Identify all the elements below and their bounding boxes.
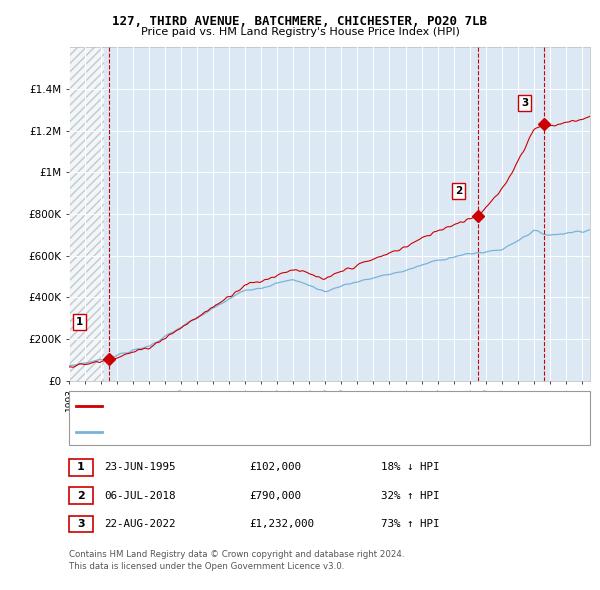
Text: 23-JUN-1995: 23-JUN-1995 [104, 463, 175, 472]
Text: 3: 3 [77, 519, 85, 529]
Text: 127, THIRD AVENUE, BATCHMERE, CHICHESTER, PO20 7LB (detached house): 127, THIRD AVENUE, BATCHMERE, CHICHESTER… [106, 401, 488, 411]
Text: 06-JUL-2018: 06-JUL-2018 [104, 491, 175, 500]
Text: 22-AUG-2022: 22-AUG-2022 [104, 519, 175, 529]
Text: 3: 3 [521, 98, 529, 108]
Text: 127, THIRD AVENUE, BATCHMERE, CHICHESTER, PO20 7LB: 127, THIRD AVENUE, BATCHMERE, CHICHESTER… [113, 15, 487, 28]
Text: 32% ↑ HPI: 32% ↑ HPI [381, 491, 439, 500]
Text: £1,232,000: £1,232,000 [249, 519, 314, 529]
Text: This data is licensed under the Open Government Licence v3.0.: This data is licensed under the Open Gov… [69, 562, 344, 571]
Text: £102,000: £102,000 [249, 463, 301, 472]
Text: 1: 1 [77, 463, 85, 472]
Polygon shape [69, 47, 104, 381]
Text: 2: 2 [77, 491, 85, 500]
Text: Price paid vs. HM Land Registry's House Price Index (HPI): Price paid vs. HM Land Registry's House … [140, 27, 460, 37]
Text: 18% ↓ HPI: 18% ↓ HPI [381, 463, 439, 472]
Text: HPI: Average price, detached house, Chichester: HPI: Average price, detached house, Chic… [106, 427, 344, 437]
Text: £790,000: £790,000 [249, 491, 301, 500]
Text: 2: 2 [455, 186, 462, 196]
Text: Contains HM Land Registry data © Crown copyright and database right 2024.: Contains HM Land Registry data © Crown c… [69, 550, 404, 559]
Text: 1: 1 [76, 317, 83, 327]
Text: 73% ↑ HPI: 73% ↑ HPI [381, 519, 439, 529]
